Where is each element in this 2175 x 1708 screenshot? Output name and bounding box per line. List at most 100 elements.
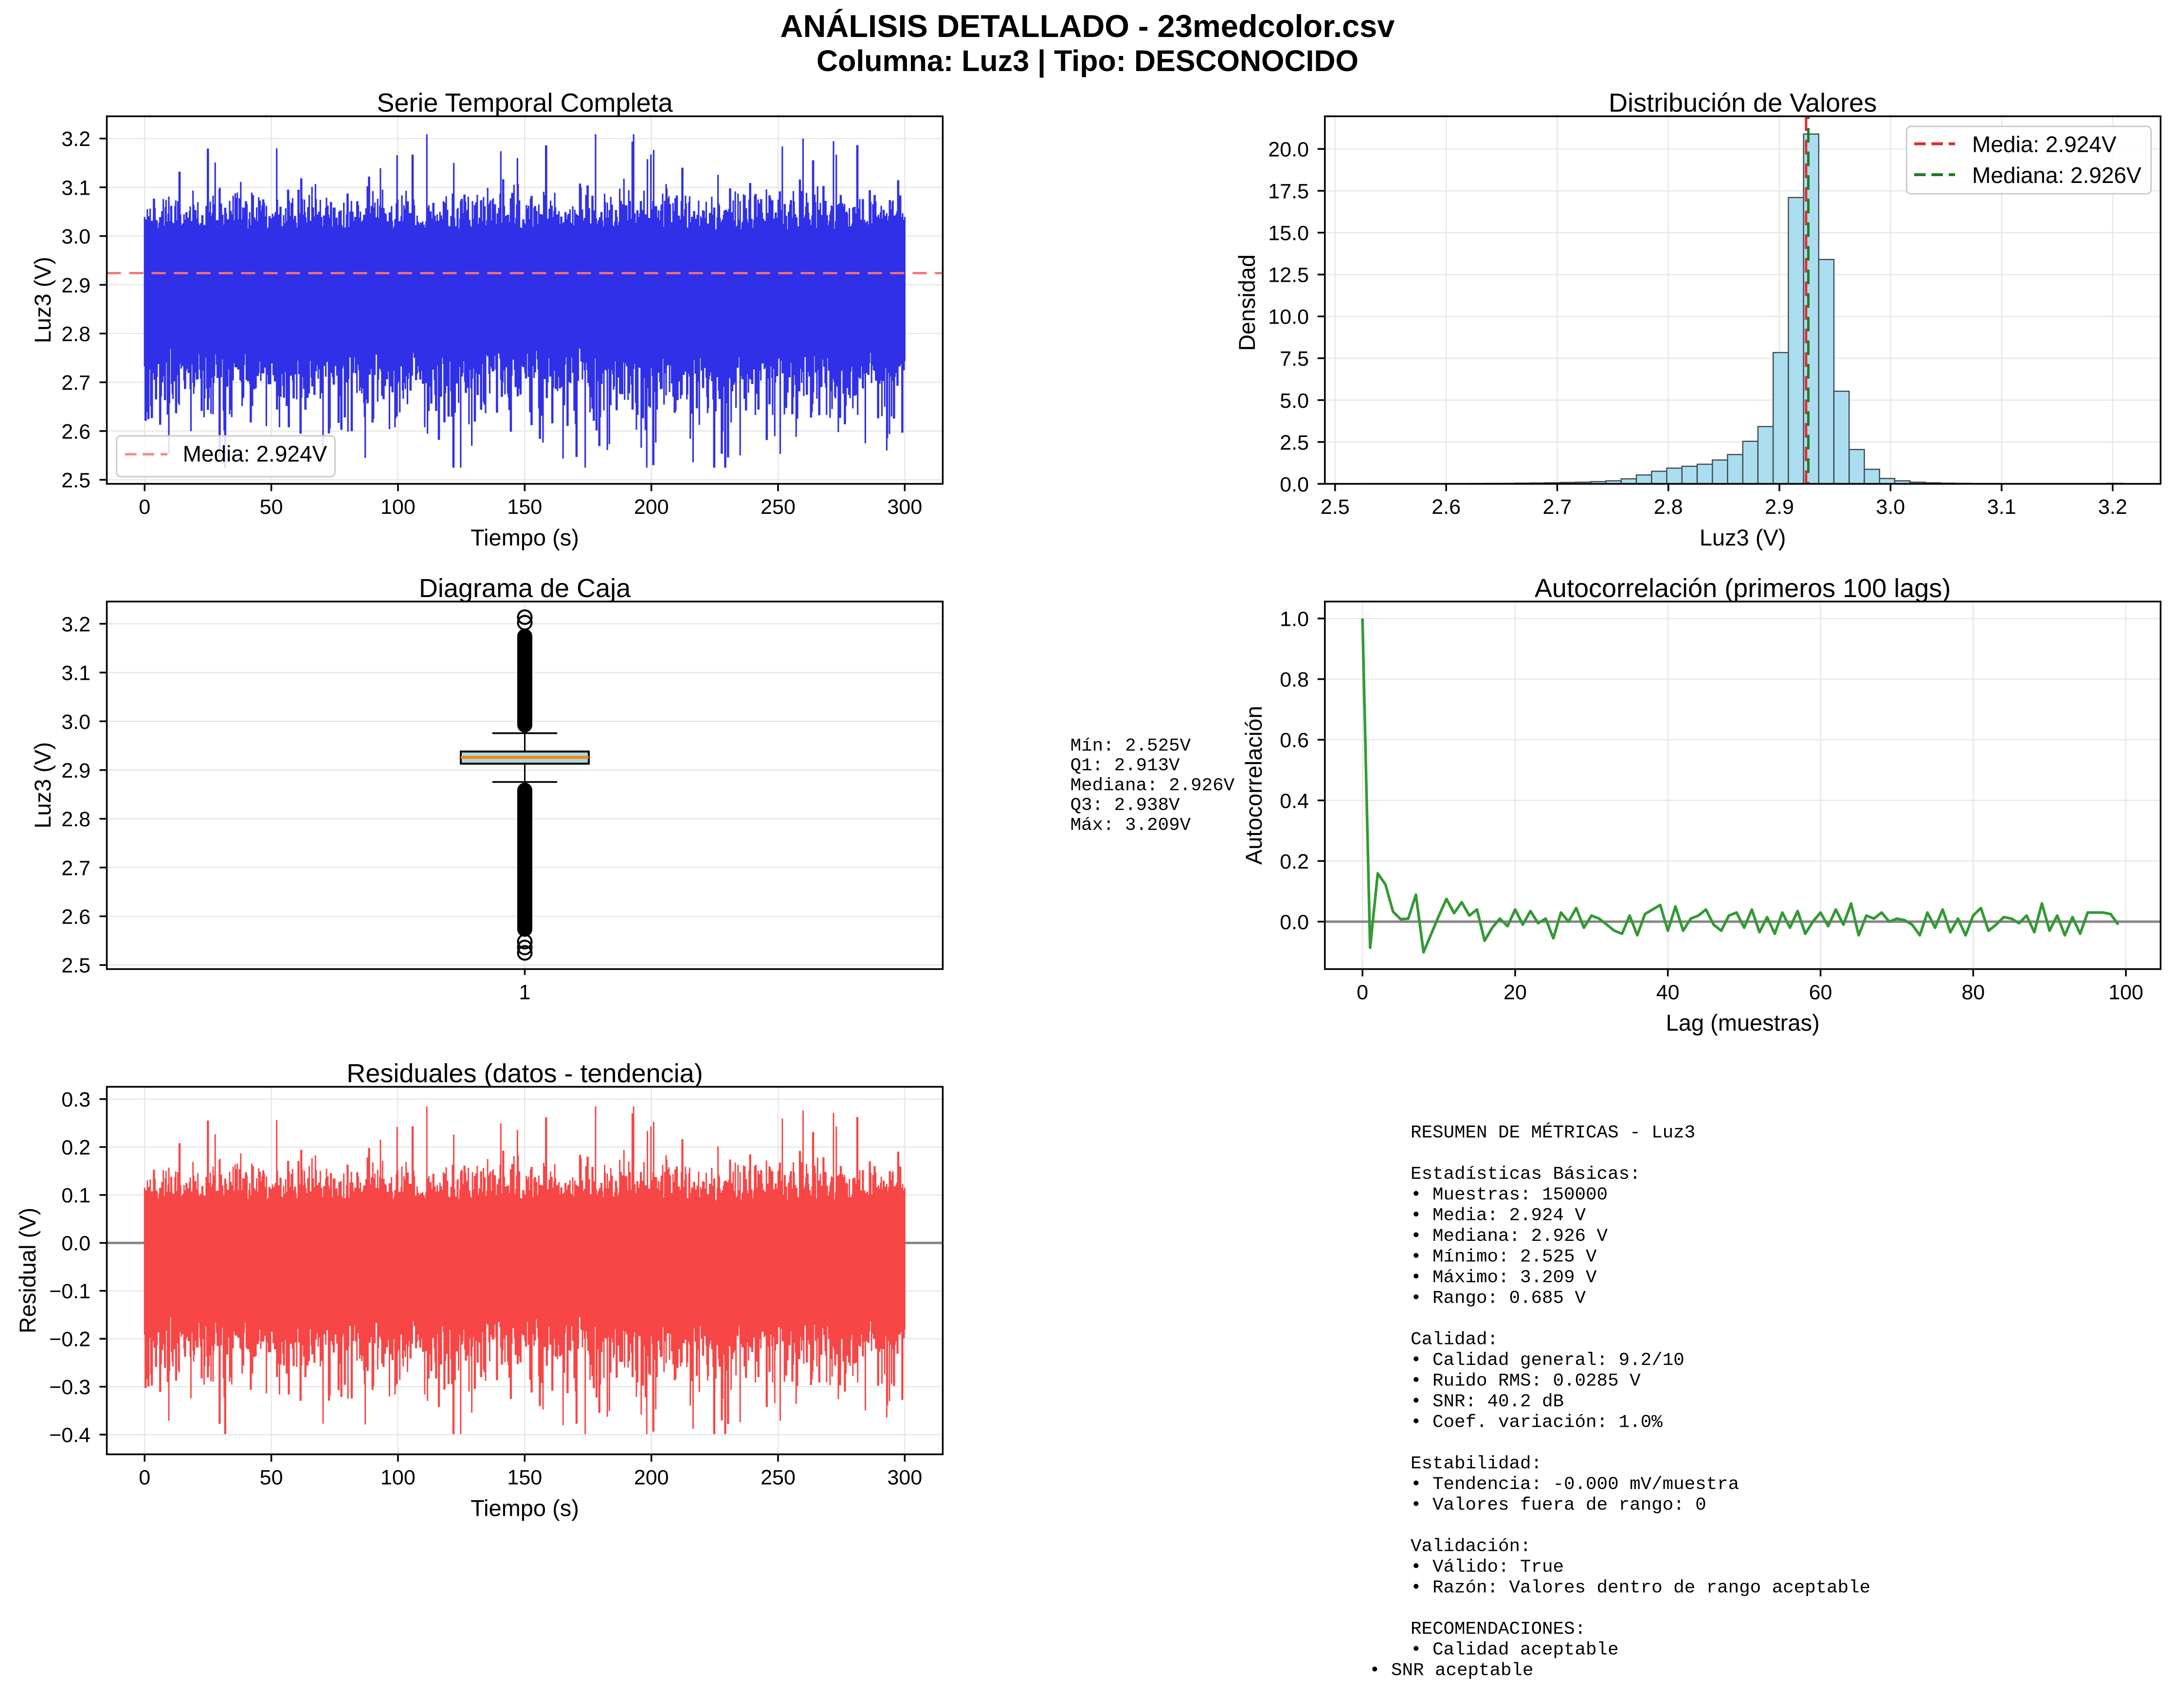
svg-text:3.0: 3.0: [61, 710, 91, 734]
svg-text:250: 250: [761, 1466, 796, 1490]
svg-text:0: 0: [139, 1466, 150, 1490]
svg-text:200: 200: [634, 1466, 669, 1490]
svg-text:300: 300: [888, 495, 923, 519]
svg-text:Tiempo (s): Tiempo (s): [471, 1495, 579, 1521]
svg-text:• Coef. variación: 1.0%: • Coef. variación: 1.0%: [1411, 1413, 1663, 1433]
svg-text:2.6: 2.6: [61, 906, 91, 929]
svg-text:Estabilidad:: Estabilidad:: [1411, 1454, 1542, 1474]
svg-text:3.1: 3.1: [61, 176, 91, 200]
svg-text:3.2: 3.2: [61, 127, 91, 151]
svg-text:0: 0: [1357, 981, 1368, 1004]
svg-text:• Máximo: 3.209 V: • Máximo: 3.209 V: [1411, 1268, 1597, 1288]
svg-text:Serie Temporal Completa: Serie Temporal Completa: [377, 89, 673, 118]
svg-text:100: 100: [381, 495, 416, 519]
svg-text:50: 50: [260, 1466, 283, 1490]
svg-text:• Válido: True: • Válido: True: [1411, 1557, 1564, 1578]
svg-text:15.0: 15.0: [1268, 222, 1309, 245]
svg-text:Columna: Luz3 | Tipo: DESCONOC: Columna: Luz3 | Tipo: DESCONOCIDO: [816, 44, 1359, 78]
svg-text:2.7: 2.7: [61, 371, 91, 395]
svg-text:• Ruido RMS: 0.0285 V: • Ruido RMS: 0.0285 V: [1411, 1371, 1641, 1392]
svg-text:−0.3: −0.3: [49, 1376, 91, 1399]
svg-text:Densidad: Densidad: [1234, 254, 1260, 351]
svg-text:3.2: 3.2: [2098, 495, 2127, 519]
svg-text:5.0: 5.0: [1280, 389, 1309, 413]
svg-text:3.2: 3.2: [61, 613, 91, 636]
svg-text:• Mediana: 2.926 V: • Mediana: 2.926 V: [1411, 1226, 1608, 1247]
svg-text:0.2: 0.2: [61, 1136, 91, 1160]
svg-text:Mediana: 2.926V: Mediana: 2.926V: [1070, 776, 1235, 796]
svg-text:80: 80: [1961, 981, 1985, 1004]
svg-text:• Media: 2.924 V: • Media: 2.924 V: [1411, 1206, 1586, 1226]
svg-text:ANÁLISIS DETALLADO - 23medcolo: ANÁLISIS DETALLADO - 23medcolor.csv: [780, 8, 1395, 44]
svg-text:2.5: 2.5: [61, 469, 91, 492]
svg-text:2.5: 2.5: [1321, 495, 1350, 519]
svg-text:2.6: 2.6: [1432, 495, 1461, 519]
svg-text:2.5: 2.5: [61, 954, 91, 978]
svg-text:Diagrama de Caja: Diagrama de Caja: [419, 574, 631, 603]
svg-text:• SNR: 40.2 dB: • SNR: 40.2 dB: [1411, 1392, 1564, 1412]
svg-text:2.8: 2.8: [61, 323, 91, 346]
svg-text:17.5: 17.5: [1268, 180, 1309, 203]
svg-text:Lag (muestras): Lag (muestras): [1666, 1010, 1820, 1036]
svg-text:2.7: 2.7: [1543, 495, 1572, 519]
svg-text:60: 60: [1809, 981, 1832, 1004]
svg-text:• Calidad general: 9.2/10: • Calidad general: 9.2/10: [1411, 1350, 1685, 1371]
svg-text:2.9: 2.9: [61, 759, 91, 782]
svg-text:3.0: 3.0: [1876, 495, 1905, 519]
svg-text:300: 300: [888, 1466, 923, 1490]
svg-text:2.7: 2.7: [61, 856, 91, 880]
svg-text:0.3: 0.3: [61, 1088, 91, 1111]
svg-text:Media: 2.924V: Media: 2.924V: [1972, 131, 2117, 157]
svg-text:2.5: 2.5: [1280, 431, 1309, 454]
svg-text:Autocorrelación (primeros 100: Autocorrelación (primeros 100 lags): [1535, 574, 1951, 603]
svg-text:• Mínimo: 2.525 V: • Mínimo: 2.525 V: [1411, 1247, 1597, 1268]
svg-text:Mín: 2.525V: Mín: 2.525V: [1070, 736, 1191, 757]
svg-text:Luz3 (V): Luz3 (V): [30, 257, 55, 344]
svg-text:100: 100: [2108, 981, 2143, 1004]
svg-text:• Valores fuera de rango: 0: • Valores fuera de rango: 0: [1411, 1495, 1706, 1516]
svg-text:• SNR aceptable: • SNR aceptable: [1369, 1661, 1534, 1681]
svg-text:50: 50: [260, 495, 283, 519]
svg-text:• Razón: Valores dentro de ran: • Razón: Valores dentro de rango aceptab…: [1411, 1578, 1870, 1599]
svg-text:0.6: 0.6: [1280, 729, 1309, 752]
svg-text:7.5: 7.5: [1280, 347, 1309, 371]
svg-text:Luz3 (V): Luz3 (V): [30, 742, 55, 829]
svg-text:40: 40: [1656, 981, 1680, 1004]
svg-text:0.1: 0.1: [61, 1184, 91, 1207]
svg-text:2.8: 2.8: [61, 808, 91, 831]
svg-text:0.2: 0.2: [1280, 850, 1309, 873]
svg-text:Tiempo (s): Tiempo (s): [471, 525, 579, 550]
svg-text:• Rango: 0.685 V: • Rango: 0.685 V: [1411, 1289, 1586, 1309]
svg-text:3.1: 3.1: [61, 662, 91, 685]
svg-text:20: 20: [1504, 981, 1527, 1004]
svg-text:0.4: 0.4: [1280, 789, 1309, 813]
svg-text:1.0: 1.0: [1280, 608, 1309, 631]
svg-text:250: 250: [761, 495, 796, 519]
svg-text:2.9: 2.9: [1765, 495, 1794, 519]
svg-text:20.0: 20.0: [1268, 138, 1309, 162]
svg-text:2.6: 2.6: [61, 420, 91, 443]
svg-text:RESUMEN DE MÉTRICAS - Luz3: RESUMEN DE MÉTRICAS - Luz3: [1411, 1123, 1695, 1144]
svg-text:Luz3 (V): Luz3 (V): [1700, 525, 1786, 550]
svg-text:Calidad:: Calidad:: [1411, 1330, 1498, 1350]
svg-text:2.9: 2.9: [61, 274, 91, 297]
svg-text:• Muestras: 150000: • Muestras: 150000: [1411, 1185, 1608, 1205]
svg-text:Q1: 2.913V: Q1: 2.913V: [1070, 756, 1180, 776]
svg-text:Estadísticas Básicas:: Estadísticas Básicas:: [1411, 1164, 1641, 1185]
svg-text:Residuales (datos - tendencia): Residuales (datos - tendencia): [346, 1059, 703, 1088]
svg-text:• Calidad aceptable: • Calidad aceptable: [1411, 1640, 1619, 1660]
svg-text:0: 0: [139, 495, 150, 519]
svg-text:150: 150: [507, 1466, 542, 1490]
svg-text:200: 200: [634, 495, 669, 519]
svg-text:−0.2: −0.2: [49, 1328, 91, 1351]
svg-text:Máx: 3.209V: Máx: 3.209V: [1070, 815, 1191, 836]
svg-text:Media: 2.924V: Media: 2.924V: [183, 441, 327, 467]
svg-text:100: 100: [381, 1466, 416, 1490]
svg-text:Distribución de Valores: Distribución de Valores: [1609, 89, 1877, 118]
svg-text:Autocorrelación: Autocorrelación: [1241, 706, 1267, 865]
svg-text:Validación:: Validación:: [1411, 1537, 1531, 1557]
svg-text:−0.1: −0.1: [49, 1280, 91, 1303]
svg-text:Mediana: 2.926V: Mediana: 2.926V: [1972, 163, 2141, 188]
svg-text:0.0: 0.0: [1280, 473, 1309, 496]
svg-text:0.0: 0.0: [61, 1232, 91, 1255]
